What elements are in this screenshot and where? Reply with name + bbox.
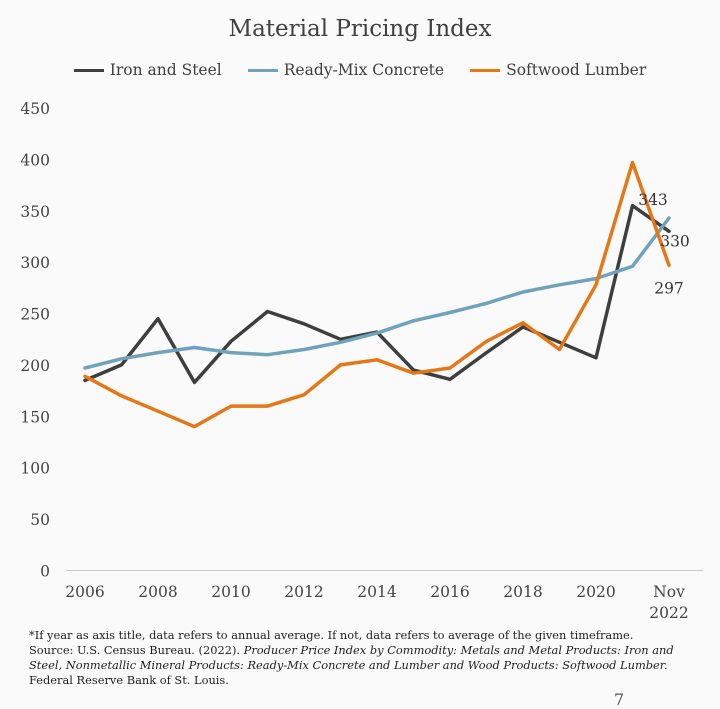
y-tick-label: 150 [20,408,50,426]
legend-label-concrete: Ready-Mix Concrete [283,61,445,79]
y-tick-label: 50 [30,511,50,529]
y-tick-label: 450 [20,100,50,118]
data-label: 343 [638,191,668,209]
series-line-iron-steel [83,203,671,385]
page-number: 7 [614,690,625,709]
x-tick-label: 2006 [65,583,104,601]
data-label: 297 [654,279,684,297]
x-tick-label: 2010 [211,583,250,601]
source-title: Producer Price Index by Commodity: Metal… [29,643,674,672]
footnotes: *If year as axis title, data refers to a… [29,628,709,688]
y-tick-label: 350 [20,203,50,221]
legend-item-lumber: Softwood Lumber [470,61,646,79]
legend-label-iron-steel: Iron and Steel [109,61,222,79]
legend-label-lumber: Softwood Lumber [506,61,647,79]
legend-swatch-lumber [470,68,501,72]
legend-item-iron-steel: Iron and Steel [73,61,222,79]
x-tick-label: 2020 [576,583,615,601]
footnote-definition: *If year as axis title, data refers to a… [29,628,634,642]
series-line-lumber [83,160,671,429]
chart-legend: Iron and Steel Ready-Mix Concrete Softwo… [0,61,720,79]
legend-item-concrete: Ready-Mix Concrete [247,61,445,79]
x-tick-label: Nov [653,583,685,601]
footnote-publisher: Federal Reserve Bank of St. Louis. [29,673,229,687]
x-tick-label: 2016 [430,583,469,601]
y-tick-label: 300 [20,254,50,272]
y-tick-label: 250 [20,306,50,324]
x-tick-label: 2008 [138,583,177,601]
x-tick-label: 2012 [284,583,323,601]
line-chart: 0 50 100 150 200 250 300 350 400 450 2006 2008 2010 2… [20,100,703,622]
y-tick-label: 100 [20,460,50,478]
source-prefix: Source: U.S. Census Bureau. (2022). [29,643,244,657]
data-label: 330 [660,232,690,250]
y-tick-label: 0 [40,563,50,581]
x-tick-label: 2018 [503,583,542,601]
x-tick-label: 2014 [357,583,397,601]
y-tick-label: 400 [20,151,50,169]
legend-swatch-concrete [247,68,278,72]
x-tick-label: 2022 [649,604,688,622]
series-line-concrete [83,216,671,370]
y-tick-label: 200 [20,357,50,375]
chart-title: Material Pricing Index [228,16,492,42]
legend-swatch-iron-steel [73,68,104,72]
footnote-source: Source: U.S. Census Bureau. (2022). Prod… [29,643,709,673]
